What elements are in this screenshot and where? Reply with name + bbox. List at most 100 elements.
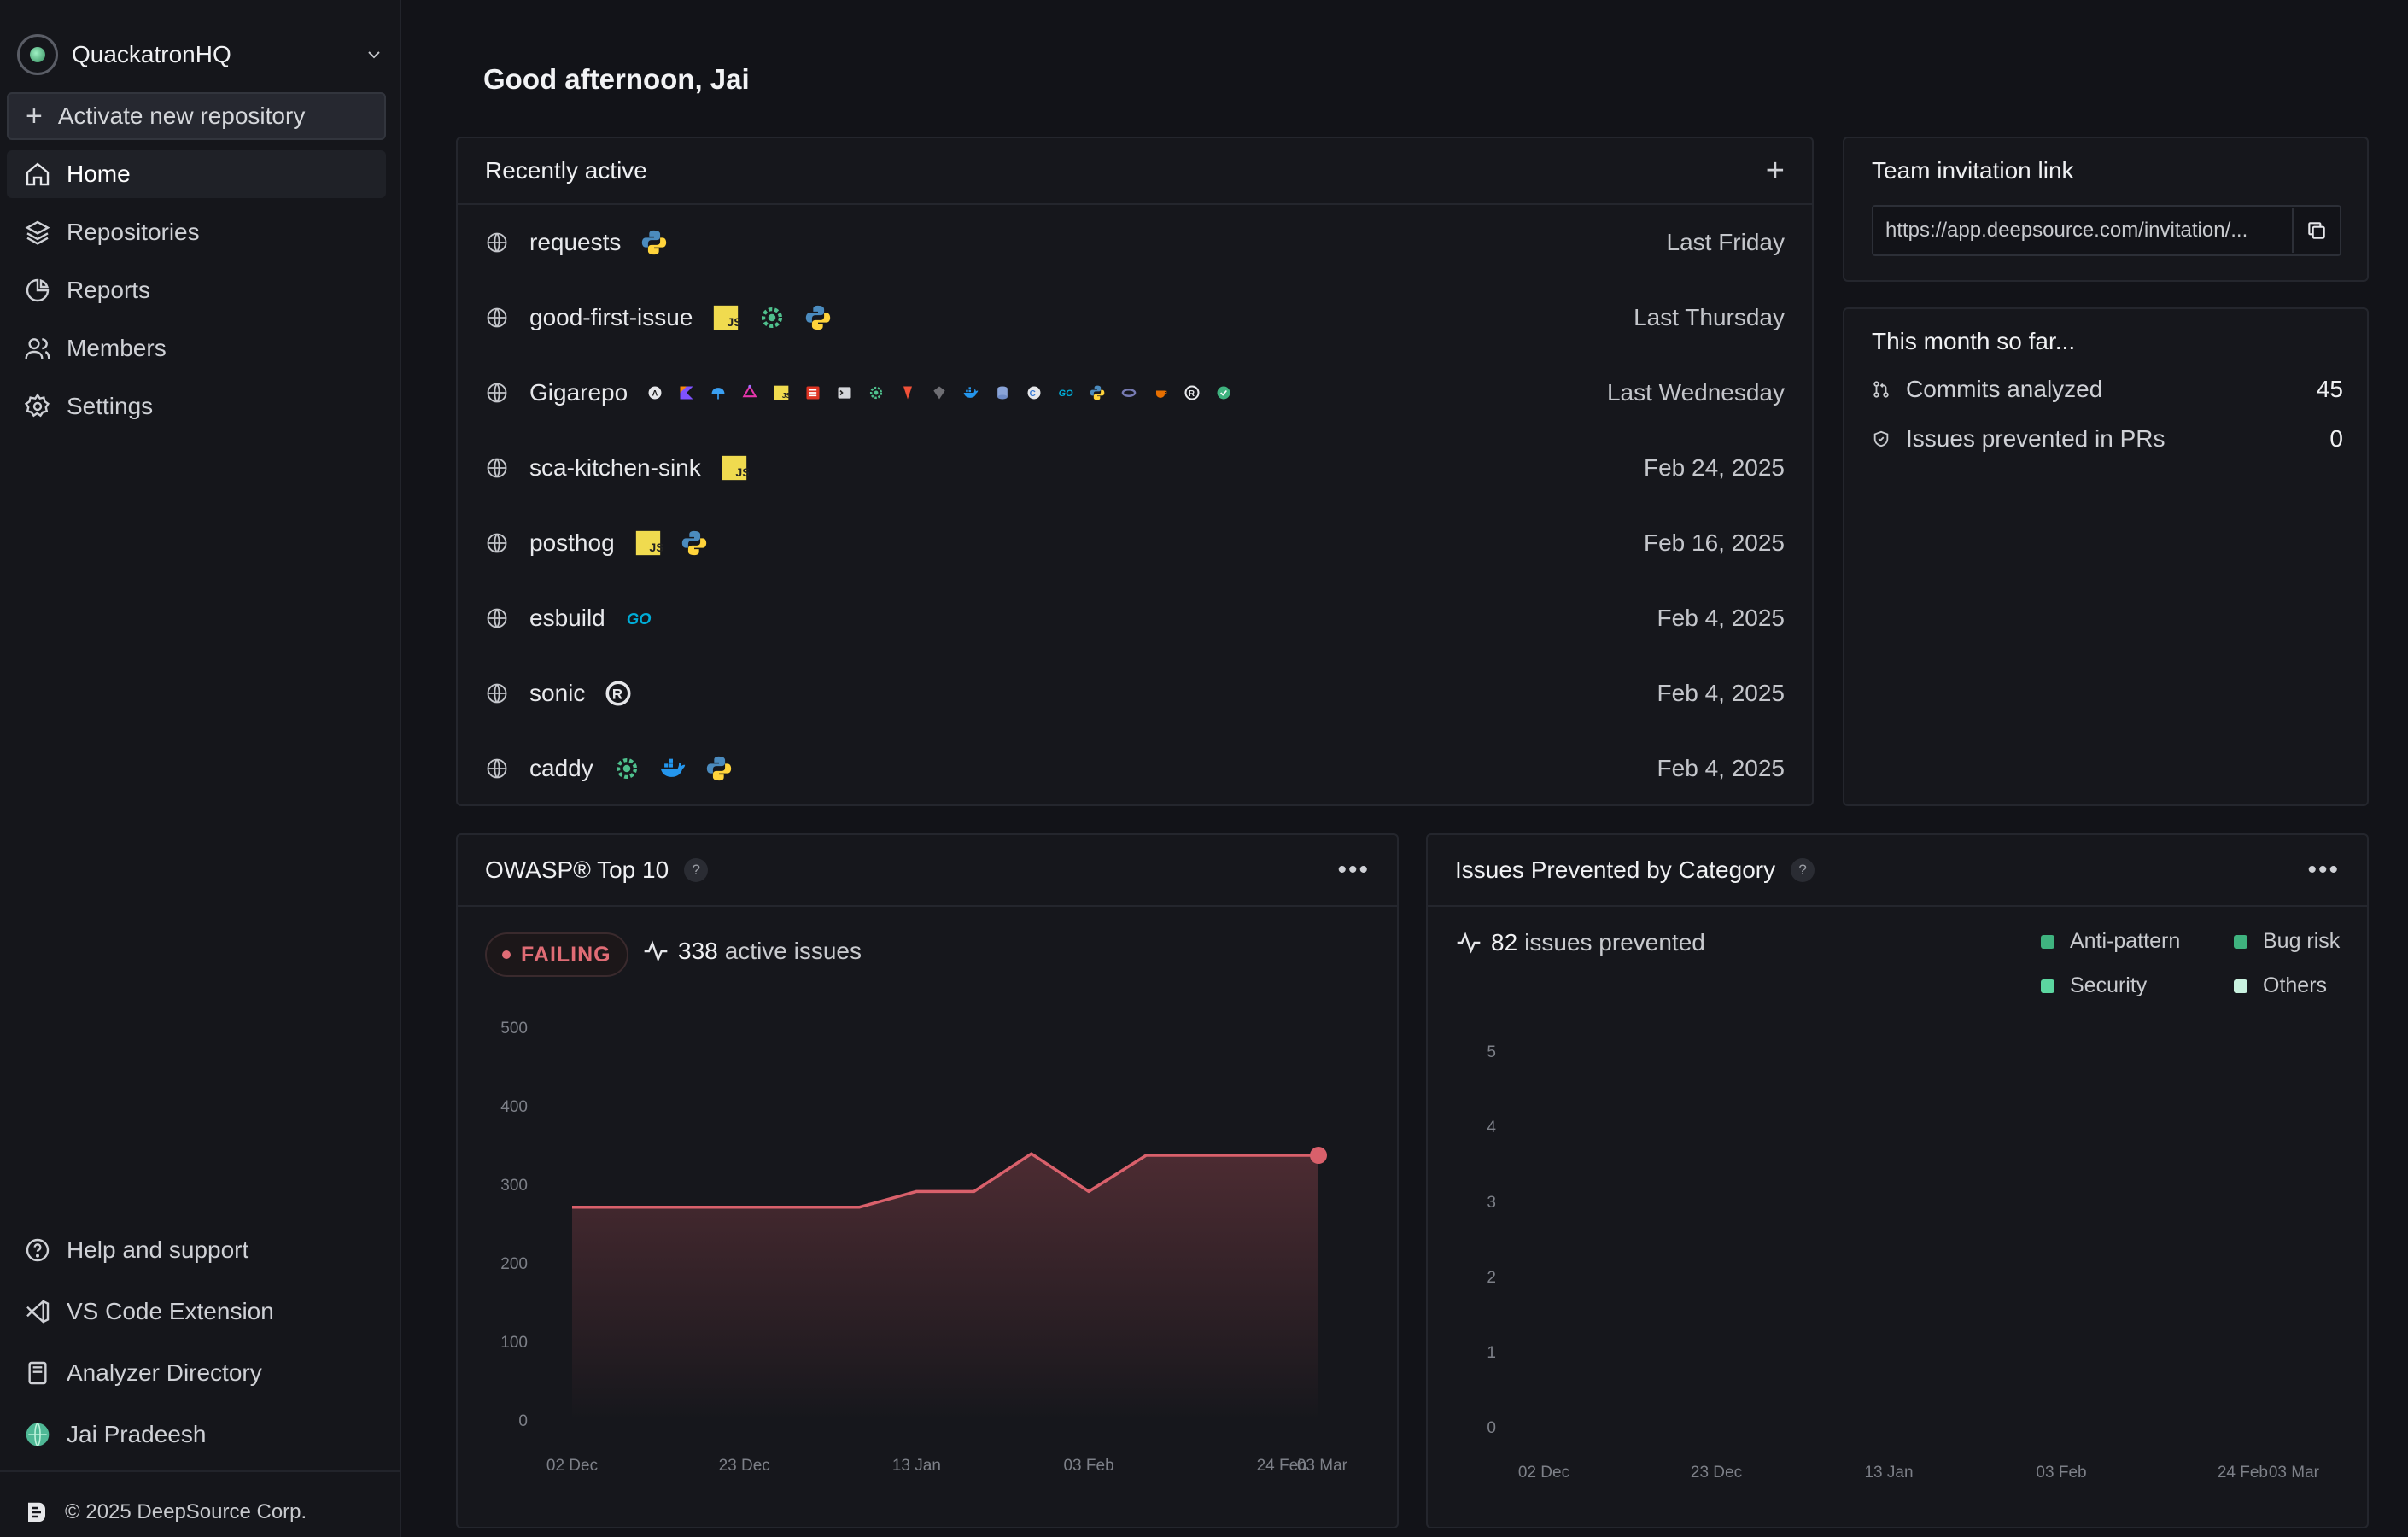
legend-item-bug-risk[interactable]: Bug risk: [2234, 929, 2340, 954]
y-tick-label: 1: [1487, 1344, 1496, 1362]
series-area: [572, 1154, 1318, 1421]
y-tick-label: 200: [500, 1255, 528, 1273]
y-tick-label: 2: [1487, 1269, 1496, 1287]
card-title: Recently active: [485, 157, 647, 184]
python-icon: [804, 303, 833, 332]
repo-last-active: Last Wednesday: [1606, 379, 1785, 406]
repo-name: posthog: [529, 529, 615, 556]
repo-last-active: Feb 4, 2025: [1657, 680, 1785, 706]
issues-prevented-chart: 0 1 2 3 4 5 02 Dec 23 Dec 13 Jan 03 Feb 24 Feb 03 M…: [1487, 1043, 2319, 1481]
invitation-link-field[interactable]: https://app.deepsource.com/invitation/..…: [1872, 205, 2341, 256]
legend-swatch: [2234, 979, 2247, 993]
more-options-button[interactable]: •••: [1337, 856, 1370, 884]
repo-row[interactable]: sca-kitchen-sink JS Feb 24, 2025: [458, 430, 1812, 506]
copyright: © 2025 DeepSource Corp.: [24, 1499, 307, 1525]
issues-prevented-metric: 82 issues prevented: [1455, 929, 1705, 956]
x-tick-label: 13 Jan: [892, 1457, 941, 1475]
repo-name: Gigarepo: [529, 379, 628, 406]
legend-item-others[interactable]: Others: [2234, 973, 2327, 998]
go-icon: GO: [624, 604, 653, 633]
y-tick-label: 0: [1487, 1419, 1496, 1437]
repo-languages: JS: [711, 303, 1634, 332]
org-switcher[interactable]: QuackatronHQ: [17, 31, 384, 79]
repo-languages: A JS C GO R: [646, 384, 1607, 401]
javascript-icon: JS: [711, 303, 740, 332]
y-tick-label: 300: [500, 1177, 528, 1195]
org-avatar: [17, 34, 58, 75]
repo-row[interactable]: caddy Feb 4, 2025: [458, 731, 1812, 806]
sidebar-item-vscode[interactable]: VS Code Extension: [7, 1288, 386, 1335]
more-options-button[interactable]: •••: [2307, 856, 2340, 884]
globe-icon: [487, 232, 507, 253]
add-repository-button[interactable]: +: [1765, 153, 1785, 189]
active-issues-metric: 338 active issues: [642, 938, 862, 965]
org-name: QuackatronHQ: [72, 41, 231, 67]
docker-icon: [658, 754, 687, 783]
rust-icon: R: [1184, 384, 1201, 401]
data-point: [1310, 1147, 1327, 1165]
legend-item-security[interactable]: Security: [2041, 973, 2147, 998]
legend-item-anti-pattern[interactable]: Anti-pattern: [2041, 929, 2180, 954]
repo-row[interactable]: Gigarepo A JS C GO R Last Wednesday: [458, 355, 1812, 430]
secrets-icon: [868, 384, 885, 401]
repo-languages: [640, 228, 1666, 257]
javascript-icon: JS: [720, 453, 749, 482]
x-tick-label: 03 Feb: [1063, 1457, 1113, 1475]
stat-value: 45: [2316, 376, 2343, 402]
legend-label: Others: [2263, 973, 2328, 997]
sidebar-item-repositories[interactable]: Repositories: [7, 208, 386, 256]
docker-icon: [962, 384, 979, 401]
owasp-chart: 0 100 200 300 400 500 02 Dec 23 Dec 13 Jan 03 Feb…: [500, 1020, 1347, 1475]
shield-icon: [1873, 430, 1889, 447]
repo-row[interactable]: sonic R Feb 4, 2025: [458, 656, 1812, 731]
sidebar-item-help[interactable]: Help and support: [7, 1226, 386, 1274]
issues-prevented-count: 82: [1491, 929, 1518, 956]
globe-icon: [487, 608, 507, 628]
legend-label: Anti-pattern: [2070, 929, 2181, 953]
y-tick-label: 100: [500, 1334, 528, 1352]
status-dot: [502, 950, 511, 959]
sidebar-item-members[interactable]: Members: [7, 324, 386, 372]
x-tick-label: 03 Feb: [2036, 1464, 2086, 1481]
python-icon: [704, 754, 734, 783]
repo-name: caddy: [529, 755, 593, 781]
sidebar-item-label: Members: [67, 335, 167, 361]
book-icon: [28, 1361, 47, 1385]
sidebar-item-settings[interactable]: Settings: [7, 383, 386, 430]
invitation-link: https://app.deepsource.com/invitation/..…: [1885, 219, 2248, 242]
owasp-header: OWASP® Top 10 ? •••: [458, 835, 1397, 907]
help-icon[interactable]: ?: [684, 858, 709, 882]
y-tick-label: 3: [1487, 1194, 1496, 1212]
sidebar-item-analyzer-directory[interactable]: Analyzer Directory: [7, 1349, 386, 1397]
globe-icon: [487, 307, 507, 328]
swift-icon: [899, 384, 916, 401]
status-text: FAILING: [521, 942, 611, 967]
svg-text:R: R: [612, 686, 622, 702]
issues-prevented-label: issues prevented: [1524, 929, 1705, 956]
activate-repository-button[interactable]: + Activate new repository: [7, 92, 386, 140]
repo-languages: [612, 754, 1657, 783]
javascript-icon: JS: [634, 529, 663, 558]
repo-last-active: Feb 4, 2025: [1657, 605, 1785, 631]
stat-issues-prevented: Issues prevented in PRs 0: [1872, 425, 2343, 453]
issues-prevented-header: Issues Prevented by Category ? •••: [1428, 835, 2367, 907]
sidebar-item-home[interactable]: Home: [7, 150, 386, 198]
copy-link-button[interactable]: [2292, 208, 2340, 253]
svg-text:R: R: [1189, 389, 1195, 399]
x-tick-label: 02 Dec: [1518, 1464, 1569, 1481]
repo-row[interactable]: requests Last Friday: [458, 205, 1812, 280]
secrets-icon: [757, 303, 786, 332]
page-greeting: Good afternoon, Jai: [483, 63, 750, 95]
card-title: OWASP® Top 10: [485, 856, 669, 883]
card-title: Issues Prevented by Category: [1455, 856, 1776, 883]
repo-row[interactable]: esbuild GO Feb 4, 2025: [458, 581, 1812, 656]
repo-row[interactable]: posthog JS Feb 16, 2025: [458, 506, 1812, 581]
help-icon[interactable]: ?: [1791, 858, 1815, 882]
x-tick-label: 02 Dec: [546, 1457, 598, 1475]
repo-row[interactable]: good-first-issue JS Last Thursday: [458, 280, 1812, 355]
sidebar-item-profile[interactable]: Jai Pradeesh: [7, 1411, 386, 1458]
repo-languages: JS: [720, 453, 1644, 482]
sidebar-item-label: VS Code Extension: [67, 1298, 274, 1324]
sidebar-item-reports[interactable]: Reports: [7, 266, 386, 314]
y-tick-label: 0: [518, 1412, 528, 1430]
